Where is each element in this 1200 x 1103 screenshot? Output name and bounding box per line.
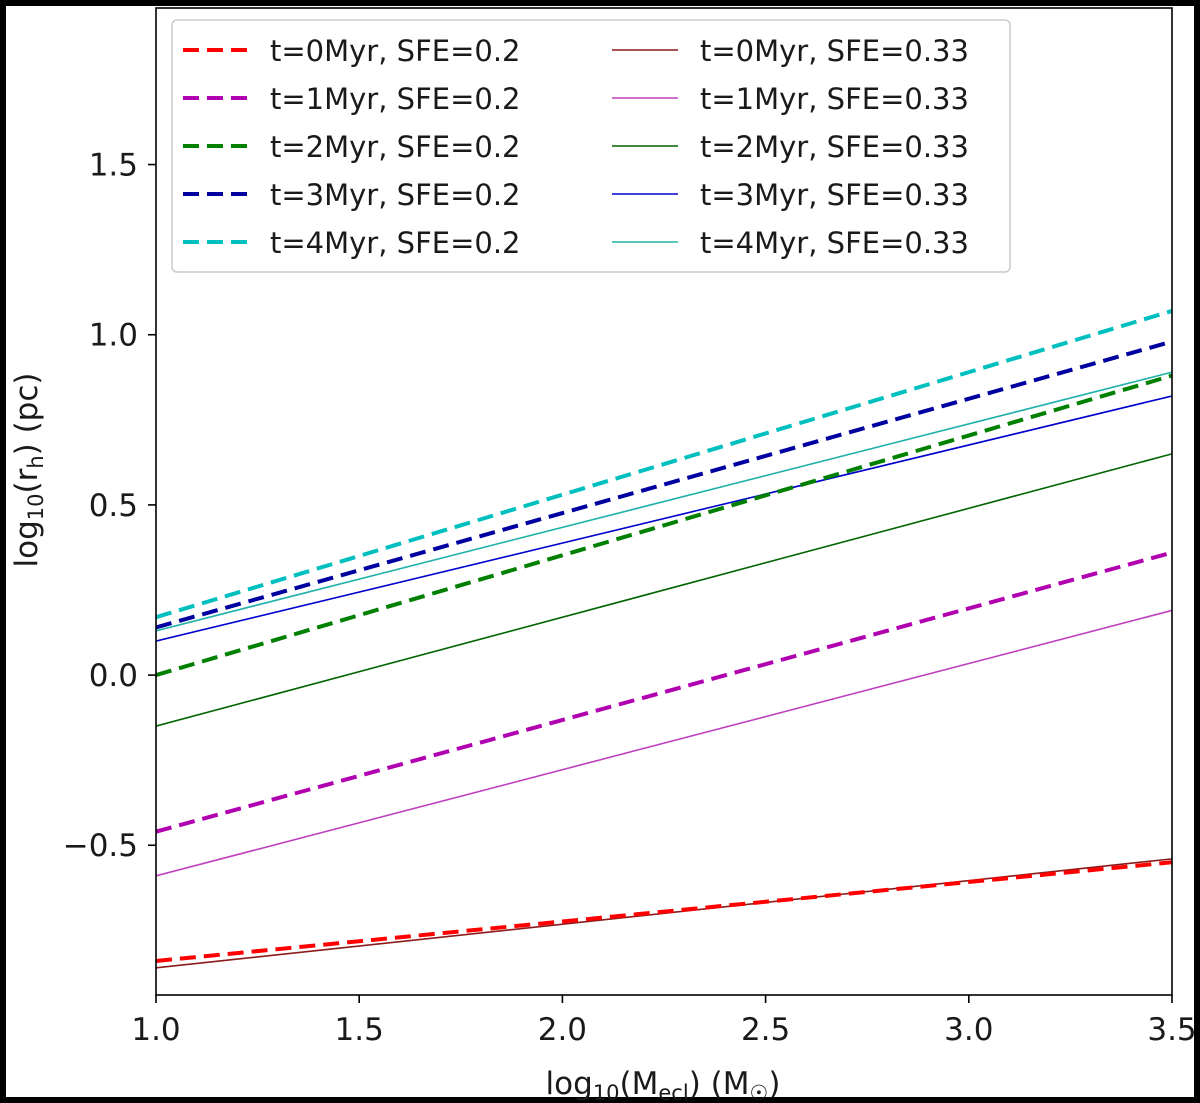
legend-box bbox=[171, 19, 1011, 273]
series-line-t-3myr-sfe-0-2 bbox=[156, 339, 1172, 630]
y-tick-label: −0.5 bbox=[63, 828, 138, 864]
series-line-t-2myr-sfe-0-33 bbox=[156, 453, 1172, 727]
legend-label: t=3Myr, SFE=0.33 bbox=[700, 178, 969, 212]
series-line-t-1myr-sfe-0-33 bbox=[156, 609, 1172, 877]
series-line-t-3myr-sfe-0-33 bbox=[156, 395, 1172, 642]
series-line-t-4myr-sfe-0-33 bbox=[156, 371, 1172, 632]
legend-label: t=0Myr, SFE=0.33 bbox=[700, 34, 969, 68]
legend-label: t=1Myr, SFE=0.33 bbox=[700, 82, 969, 116]
series-line-t-0myr-sfe-0-2 bbox=[156, 860, 1172, 963]
series-line-t-1myr-sfe-0-2 bbox=[156, 550, 1172, 834]
legend-label: t=4Myr, SFE=0.33 bbox=[700, 226, 969, 260]
plot-area-border bbox=[155, 7, 1173, 996]
y-tick-label: 0.5 bbox=[89, 488, 138, 524]
series-line-t-2myr-sfe-0-2 bbox=[156, 373, 1172, 677]
legend-label: t=0Myr, SFE=0.2 bbox=[270, 34, 521, 68]
x-tick-label: 1.0 bbox=[131, 1012, 180, 1048]
x-axis-label: log10(Mecl) (M☉) bbox=[546, 1066, 781, 1103]
y-tick-label: 0.0 bbox=[89, 658, 138, 694]
y-axis-label: log10(rh) (pc) bbox=[9, 372, 48, 567]
x-tick-label: 1.5 bbox=[335, 1012, 384, 1048]
legend-label: t=4Myr, SFE=0.2 bbox=[270, 226, 521, 260]
series-line-t-4myr-sfe-0-2 bbox=[156, 308, 1172, 620]
x-tick-label: 2.0 bbox=[538, 1012, 587, 1048]
series-lines bbox=[156, 308, 1172, 969]
x-tick-label: 2.5 bbox=[741, 1012, 790, 1048]
legend-label: t=1Myr, SFE=0.2 bbox=[270, 82, 521, 116]
y-tick-label: 1.0 bbox=[89, 318, 138, 354]
legend-label: t=2Myr, SFE=0.2 bbox=[270, 130, 521, 164]
legend-label: t=3Myr, SFE=0.2 bbox=[270, 178, 521, 212]
x-tick-label: 3.5 bbox=[1147, 1012, 1196, 1048]
legend-label: t=2Myr, SFE=0.33 bbox=[700, 130, 969, 164]
x-tick-label: 3.0 bbox=[944, 1012, 993, 1048]
legend: t=0Myr, SFE=0.2 t=1Myr, SFE=0.2 t=2Myr, SF… bbox=[171, 19, 1011, 273]
axis-ticks: 1.0 1.5 2.0 2.5 3.0 3.5 −0.5 0.0 0.5 1.0 1.5 bbox=[63, 148, 1197, 1048]
y-tick-label: 1.5 bbox=[89, 148, 138, 184]
